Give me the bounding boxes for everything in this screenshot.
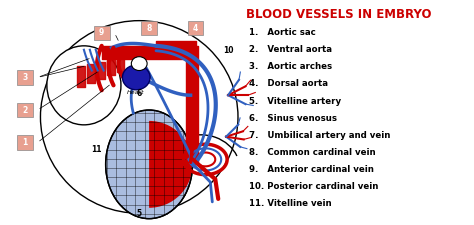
Text: 1.   Aortic sac: 1. Aortic sac bbox=[249, 28, 316, 37]
Text: 2: 2 bbox=[22, 106, 27, 115]
FancyBboxPatch shape bbox=[17, 135, 33, 150]
Text: 8.   Common cardinal vein: 8. Common cardinal vein bbox=[249, 148, 375, 157]
Text: 10: 10 bbox=[223, 46, 233, 55]
FancyBboxPatch shape bbox=[17, 103, 33, 117]
Text: 4: 4 bbox=[193, 24, 198, 33]
Text: 11: 11 bbox=[91, 145, 102, 154]
FancyBboxPatch shape bbox=[94, 26, 109, 40]
Ellipse shape bbox=[131, 57, 147, 70]
Text: 6: 6 bbox=[137, 89, 142, 98]
Ellipse shape bbox=[122, 65, 150, 90]
Ellipse shape bbox=[47, 46, 121, 125]
Text: 10. Posterior cardinal vein: 10. Posterior cardinal vein bbox=[249, 182, 378, 191]
FancyBboxPatch shape bbox=[17, 70, 33, 85]
Text: 2.   Ventral aorta: 2. Ventral aorta bbox=[249, 45, 332, 54]
Text: 9: 9 bbox=[99, 29, 104, 38]
Text: 1: 1 bbox=[22, 138, 27, 147]
FancyBboxPatch shape bbox=[188, 21, 203, 36]
Ellipse shape bbox=[106, 110, 192, 219]
Text: Heart: Heart bbox=[127, 90, 144, 95]
Text: 4.   Dorsal aorta: 4. Dorsal aorta bbox=[249, 79, 328, 88]
FancyBboxPatch shape bbox=[141, 21, 157, 36]
Text: BLOOD VESSELS IN EMBRYO: BLOOD VESSELS IN EMBRYO bbox=[246, 8, 431, 21]
Text: 8: 8 bbox=[146, 24, 152, 33]
Text: 3.   Aortic arches: 3. Aortic arches bbox=[249, 62, 332, 71]
Text: 5: 5 bbox=[137, 209, 142, 218]
Text: 9.   Anterior cardinal vein: 9. Anterior cardinal vein bbox=[249, 165, 374, 174]
Text: 3: 3 bbox=[22, 73, 27, 82]
Text: 6.   Sinus venosus: 6. Sinus venosus bbox=[249, 114, 337, 123]
Text: 5.   Vitelline artery: 5. Vitelline artery bbox=[249, 97, 341, 106]
Wedge shape bbox=[149, 121, 192, 208]
Text: 11. Vitelline vein: 11. Vitelline vein bbox=[249, 199, 331, 208]
Text: 7.   Umbilical artery and vein: 7. Umbilical artery and vein bbox=[249, 131, 390, 140]
